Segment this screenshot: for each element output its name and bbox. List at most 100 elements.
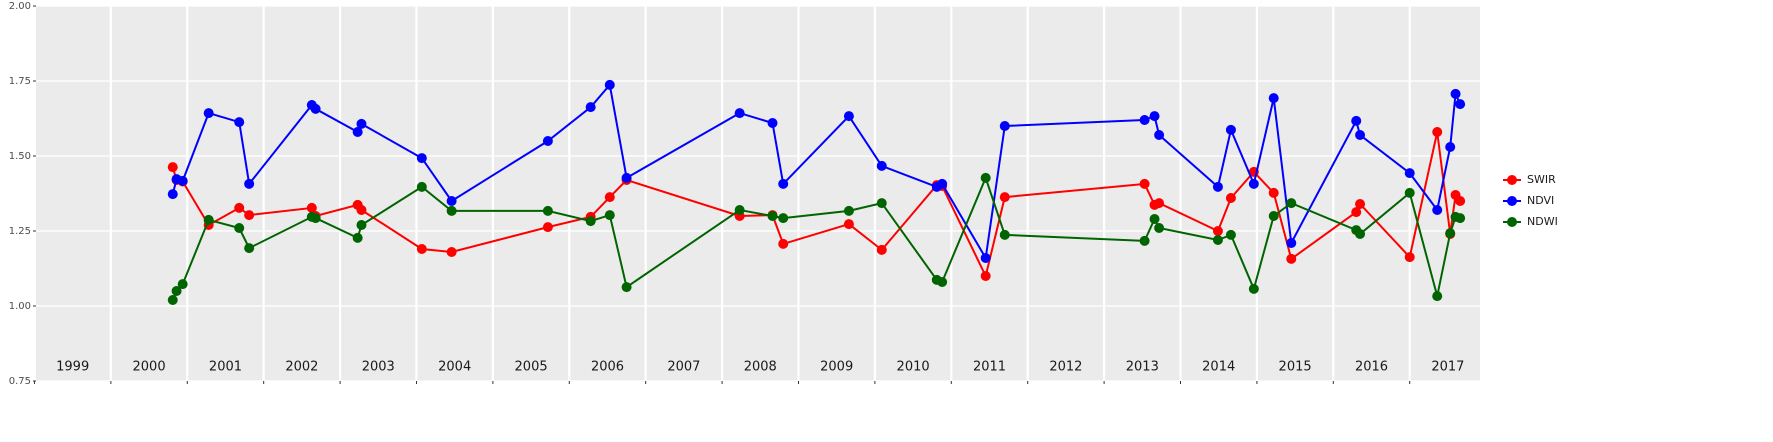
data-point	[356, 220, 367, 230]
year-label: 2004	[438, 360, 471, 375]
data-point	[1286, 238, 1297, 248]
data-point	[1248, 283, 1259, 294]
data-point	[356, 205, 367, 215]
data-point	[621, 282, 632, 293]
data-point	[876, 244, 887, 255]
year-label: 2008	[744, 360, 777, 375]
data-point	[167, 189, 178, 200]
data-point	[177, 279, 188, 290]
y-tick-label: 1.50	[9, 151, 31, 162]
data-point	[542, 222, 553, 233]
data-point	[1149, 111, 1160, 122]
data-point	[1154, 130, 1165, 140]
data-point	[416, 244, 427, 254]
data-point	[1154, 198, 1165, 209]
data-point	[980, 172, 991, 183]
year-label: 2009	[820, 360, 853, 375]
data-point	[177, 175, 188, 186]
data-point	[585, 102, 596, 113]
data-point	[416, 181, 427, 192]
year-label: 2007	[667, 360, 700, 375]
data-point	[1268, 211, 1279, 221]
year-label: 2003	[362, 360, 395, 375]
y-tick-label: 1.75	[9, 76, 31, 87]
data-point	[843, 111, 854, 122]
data-point	[1225, 229, 1236, 240]
y-tick-label: 0.75	[9, 376, 31, 387]
data-point	[1139, 235, 1150, 246]
data-point	[416, 153, 427, 164]
legend-label: NDWI	[1527, 215, 1558, 228]
data-point	[604, 210, 615, 221]
data-point	[585, 216, 596, 227]
data-point	[734, 108, 745, 119]
year-label: 2001	[209, 360, 242, 375]
year-label: 1999	[56, 360, 89, 375]
data-point	[352, 232, 363, 243]
data-point	[1455, 213, 1466, 224]
data-point	[1286, 198, 1297, 209]
data-point	[843, 205, 854, 216]
data-point	[1355, 130, 1366, 140]
legend-key-point	[1507, 175, 1517, 185]
data-point	[876, 198, 887, 209]
data-point	[234, 223, 245, 233]
year-label: 2017	[1431, 360, 1464, 375]
data-point	[1212, 181, 1223, 192]
data-point	[999, 192, 1010, 203]
data-point	[843, 219, 854, 230]
year-label: 2010	[897, 360, 930, 375]
data-point	[767, 118, 778, 128]
data-point	[1404, 187, 1415, 198]
legend-key-point	[1507, 217, 1517, 227]
data-point	[1212, 235, 1223, 245]
data-point	[1355, 229, 1366, 239]
data-point	[1445, 142, 1456, 152]
data-point	[1455, 196, 1466, 206]
data-point	[1355, 199, 1366, 209]
data-point	[1212, 226, 1223, 236]
data-point	[1139, 178, 1150, 189]
y-tick-label: 2.00	[9, 1, 31, 12]
year-label: 2012	[1049, 360, 1082, 375]
year-label: 2005	[515, 360, 548, 375]
data-point	[167, 162, 178, 173]
data-point	[1432, 291, 1443, 302]
data-point	[1286, 253, 1297, 264]
data-point	[604, 192, 615, 203]
y-tick-label: 1.00	[9, 301, 31, 312]
data-point	[1225, 193, 1236, 203]
data-point	[244, 243, 255, 254]
data-point	[306, 202, 317, 213]
data-point	[1268, 187, 1279, 198]
year-label: 2002	[285, 360, 318, 375]
legend-key-point	[1507, 196, 1517, 206]
data-point	[937, 277, 948, 287]
data-point	[1149, 214, 1160, 224]
y-tick-label: 1.25	[9, 226, 31, 237]
year-label: 2000	[133, 360, 166, 375]
data-point	[876, 160, 887, 171]
legend-label: NDVI	[1527, 194, 1554, 207]
data-point	[1139, 115, 1150, 125]
data-point	[203, 214, 214, 225]
data-point	[767, 211, 778, 221]
data-point	[542, 205, 553, 216]
year-label: 2011	[973, 360, 1006, 375]
year-label: 2006	[591, 360, 624, 375]
data-point	[937, 178, 948, 189]
data-point	[1432, 127, 1443, 137]
data-point	[1450, 88, 1461, 99]
data-point	[778, 178, 789, 189]
year-label: 2016	[1355, 360, 1388, 375]
data-point	[310, 213, 321, 224]
data-point	[778, 213, 789, 224]
year-label: 2015	[1279, 360, 1312, 375]
data-point	[999, 229, 1010, 240]
data-point	[778, 238, 789, 249]
data-point	[1432, 205, 1443, 215]
data-point	[171, 286, 182, 296]
data-point	[1404, 168, 1415, 179]
data-point	[234, 117, 245, 128]
